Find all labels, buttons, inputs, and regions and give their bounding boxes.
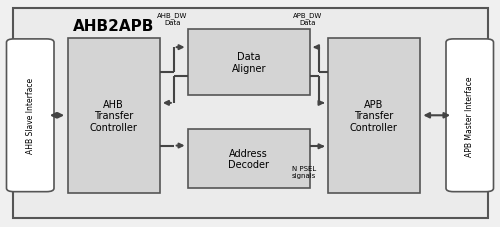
- FancyBboxPatch shape: [446, 40, 494, 192]
- Text: APB Master Interface: APB Master Interface: [465, 76, 474, 156]
- FancyBboxPatch shape: [328, 39, 420, 193]
- Text: AHB2APB: AHB2APB: [72, 19, 154, 34]
- Text: AHB
Transfer
Controller: AHB Transfer Controller: [90, 99, 138, 132]
- FancyBboxPatch shape: [188, 30, 310, 95]
- Text: APB_DW
Data: APB_DW Data: [293, 12, 322, 26]
- FancyBboxPatch shape: [188, 129, 310, 188]
- Text: Address
Decoder: Address Decoder: [228, 148, 269, 170]
- FancyBboxPatch shape: [12, 9, 488, 218]
- FancyBboxPatch shape: [68, 39, 160, 193]
- Text: N PSEL
signals: N PSEL signals: [292, 165, 316, 178]
- Text: AHB Slave Interface: AHB Slave Interface: [26, 78, 35, 154]
- Text: APB
Transfer
Controller: APB Transfer Controller: [350, 99, 398, 132]
- FancyBboxPatch shape: [6, 40, 54, 192]
- Text: AHB_DW
Data: AHB_DW Data: [158, 12, 188, 26]
- Text: Data
Aligner: Data Aligner: [232, 52, 266, 73]
